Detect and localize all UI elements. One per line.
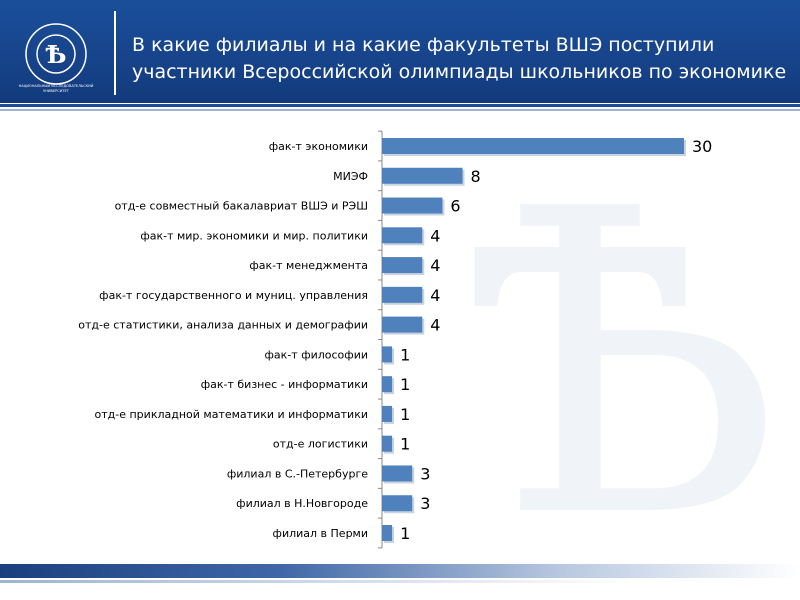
data-label: 4 (430, 316, 440, 335)
bar (382, 167, 463, 184)
data-label: 4 (430, 286, 440, 305)
category-label: филиал в С.-Петербурге (227, 467, 368, 480)
category-label: фак-т бизнес - информатики (201, 378, 368, 391)
category-label: филиал в Перми (273, 527, 368, 540)
bar (382, 376, 393, 393)
data-label: 3 (420, 464, 430, 483)
bar (382, 316, 423, 333)
bar (382, 227, 423, 244)
header-rule (0, 104, 800, 107)
category-label: фак-т философии (265, 348, 368, 361)
category-label: отд-е статистики, анализа данных и демог… (78, 319, 368, 332)
data-label: 4 (430, 226, 440, 245)
category-label: фак-т менеджмента (249, 259, 368, 272)
footer-stripe (0, 564, 800, 578)
bar (382, 465, 413, 482)
category-label: фак-т мир. экономики и мир. политики (140, 229, 368, 242)
category-label: филиал в Н.Новгороде (236, 497, 368, 510)
data-label: 1 (400, 435, 410, 454)
bar (382, 405, 393, 422)
bar (382, 435, 393, 452)
bar (382, 495, 413, 512)
category-label: отд-е прикладной математики и информатик… (95, 408, 368, 421)
bar (382, 286, 423, 303)
header-divider (114, 11, 116, 95)
page-title: В какие филиалы и на какие факультеты ВШ… (132, 32, 786, 86)
category-label: МИЭФ (333, 170, 368, 183)
hse-logo: Ѣ (25, 23, 87, 85)
watermark-logo: Ѣ (460, 121, 780, 570)
data-label: 1 (400, 345, 410, 364)
data-label: 4 (430, 256, 440, 275)
bar (382, 257, 423, 274)
bar (382, 197, 443, 214)
category-label: фак-т государственного и муниц. управлен… (99, 289, 368, 302)
bar-chart: фак-т экономики 30 МИЭФ 8 отд-е совместный б… (78, 130, 712, 549)
title-line-2: участники Всероссийской олимпиады школьн… (132, 61, 787, 83)
data-label: 30 (692, 137, 712, 156)
logo-caption: НАЦИОНАЛЬНЫЙ ИССЛЕДОВАТЕЛЬСКИЙ УНИВЕРСИТ… (18, 84, 94, 93)
svg-text:Ѣ: Ѣ (45, 40, 66, 69)
svg-text:Ѣ: Ѣ (460, 121, 780, 570)
data-label: 3 (420, 494, 430, 513)
data-label: 1 (400, 375, 410, 394)
category-label: фак-т экономики (269, 140, 368, 153)
data-label: 6 (450, 197, 460, 216)
category-label: отд-е логистики (273, 438, 368, 451)
bar (382, 525, 393, 542)
data-label: 8 (471, 167, 481, 186)
footer-rule (0, 580, 800, 583)
data-label: 1 (400, 524, 410, 543)
bar (382, 138, 684, 154)
category-label: отд-е совместный бакалавриат ВШЭ и РЭШ (115, 200, 368, 213)
header-banner: Ѣ НАЦИОНАЛЬНЫЙ ИССЛЕДОВАТЕЛЬСКИЙ УНИВЕРС… (0, 0, 800, 103)
data-label: 1 (400, 405, 410, 424)
bar (382, 346, 393, 363)
header-rule-light (0, 109, 800, 111)
title-line-1: В какие филиалы и на какие факультеты ВШ… (132, 34, 715, 56)
